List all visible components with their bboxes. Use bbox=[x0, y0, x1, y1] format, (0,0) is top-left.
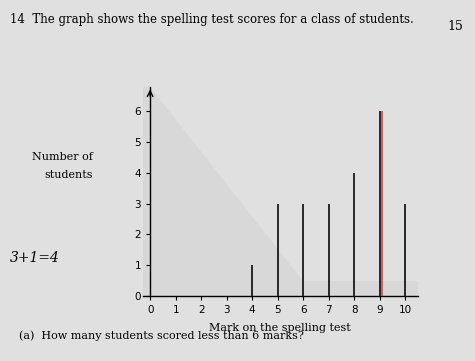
X-axis label: Mark on the spelling test: Mark on the spelling test bbox=[209, 323, 351, 333]
Text: students: students bbox=[44, 170, 93, 180]
Text: Number of: Number of bbox=[32, 152, 93, 162]
Polygon shape bbox=[150, 87, 418, 280]
Text: 15: 15 bbox=[447, 20, 463, 33]
Text: (a)  How many students scored less than 6 marks?: (a) How many students scored less than 6… bbox=[19, 331, 304, 341]
Text: 14  The graph shows the spelling test scores for a class of students.: 14 The graph shows the spelling test sco… bbox=[10, 13, 413, 26]
Text: 3+1=4: 3+1=4 bbox=[10, 251, 59, 265]
